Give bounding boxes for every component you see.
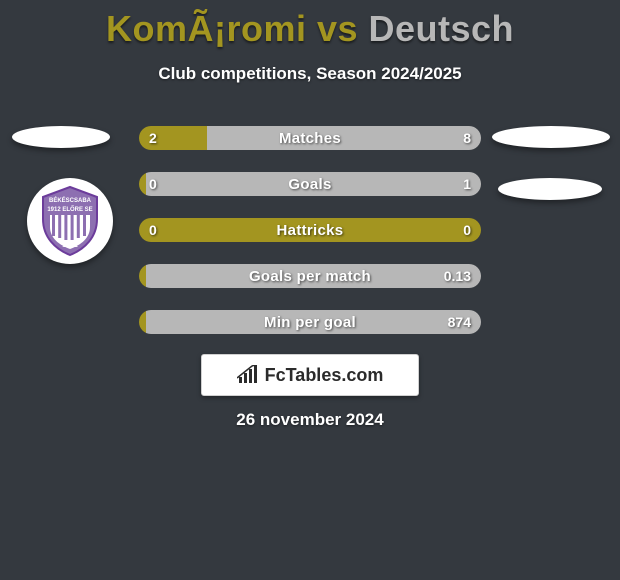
subtitle: Club competitions, Season 2024/2025 bbox=[0, 64, 620, 84]
bar-value-right: 0.13 bbox=[444, 268, 471, 284]
shield-icon: BÉKÉSCSABA 1912 ELŐRE SE 1912 bbox=[39, 185, 101, 257]
svg-text:1912 ELŐRE SE: 1912 ELŐRE SE bbox=[47, 206, 92, 213]
bar-value-right: 874 bbox=[448, 314, 471, 330]
stat-bar: Goals per match0.13 bbox=[139, 264, 481, 288]
bar-label: Goals bbox=[139, 176, 481, 193]
bar-value-right: 1 bbox=[463, 176, 471, 192]
chart-icon bbox=[237, 365, 259, 385]
bar-value-right: 8 bbox=[463, 130, 471, 146]
right-team-ellipse-1 bbox=[492, 126, 610, 148]
left-team-ellipse bbox=[12, 126, 110, 148]
bar-value-left: 0 bbox=[149, 176, 157, 192]
bar-label: Hattricks bbox=[139, 222, 481, 239]
stat-bar: Hattricks0 0 bbox=[139, 218, 481, 242]
brand-box: FcTables.com bbox=[201, 354, 419, 396]
bar-label: Matches bbox=[139, 130, 481, 147]
svg-text:BÉKÉSCSABA: BÉKÉSCSABA bbox=[49, 196, 92, 204]
brand-text: FcTables.com bbox=[265, 365, 384, 386]
bar-value-left: 2 bbox=[149, 130, 157, 146]
title-right: Deutsch bbox=[369, 8, 515, 49]
bar-label: Min per goal bbox=[139, 314, 481, 331]
stats-bars: Matches28Goals01Hattricks00Goals per mat… bbox=[139, 126, 481, 356]
stat-bar: Goals0 1 bbox=[139, 172, 481, 196]
svg-text:1912: 1912 bbox=[62, 242, 78, 249]
right-team-ellipse-2 bbox=[498, 178, 602, 200]
bar-label: Goals per match bbox=[139, 268, 481, 285]
left-team-badge: BÉKÉSCSABA 1912 ELŐRE SE 1912 bbox=[27, 178, 113, 264]
bar-value-right: 0 bbox=[463, 222, 471, 238]
title-vs: vs bbox=[306, 8, 368, 49]
date-text: 26 november 2024 bbox=[0, 410, 620, 430]
page-title: KomÃ¡romi vs Deutsch bbox=[0, 0, 620, 50]
title-left: KomÃ¡romi bbox=[106, 8, 307, 49]
stat-bar: Min per goal874 bbox=[139, 310, 481, 334]
stat-bar: Matches2 8 bbox=[139, 126, 481, 150]
badge-shield: BÉKÉSCSABA 1912 ELŐRE SE 1912 bbox=[39, 185, 101, 257]
bar-value-left: 0 bbox=[149, 222, 157, 238]
